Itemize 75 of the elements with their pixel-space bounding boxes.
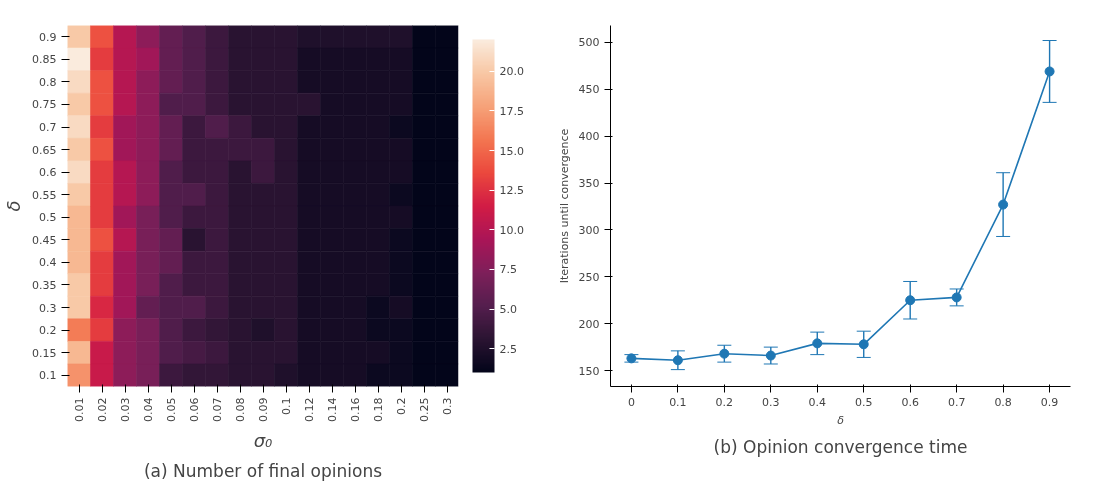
y-tick-label: 350 bbox=[578, 177, 600, 191]
x-tick-label: 0.01 bbox=[73, 397, 86, 422]
y-tick-label: 0.85 bbox=[32, 53, 57, 67]
x-tick-label: 0.03 bbox=[119, 397, 132, 422]
y-tick-label: 0.3 bbox=[39, 301, 57, 315]
x-tick-label: 0.9 bbox=[1040, 395, 1059, 409]
y-tick-label: 0.65 bbox=[32, 143, 57, 157]
y-axis-title: δ bbox=[3, 200, 25, 212]
color-bar-label: 17.5 bbox=[499, 104, 524, 118]
x-tick-label: 0.06 bbox=[188, 397, 201, 422]
x-tick-label: 0.25 bbox=[418, 397, 431, 422]
x-tick-label: 0.7 bbox=[947, 395, 966, 409]
x-tick-label: 0.2 bbox=[395, 397, 408, 415]
color-bar-label: 15.0 bbox=[499, 144, 524, 158]
y-tick-label: 0.75 bbox=[32, 98, 57, 112]
x-axis-title: δ bbox=[837, 413, 845, 427]
point bbox=[951, 292, 962, 303]
point bbox=[858, 339, 869, 350]
x-tick-label: 0.1 bbox=[280, 397, 293, 415]
x-tick-label: 0.8 bbox=[994, 395, 1012, 409]
y-tick-label: 0.9 bbox=[39, 30, 57, 44]
y-tick-label: 0.55 bbox=[32, 188, 57, 202]
x-tick-label: 0.08 bbox=[234, 397, 247, 422]
x-tick-label: 0.3 bbox=[441, 397, 454, 415]
y-tick-label: 150 bbox=[578, 364, 600, 378]
y-tick-label: 0.4 bbox=[39, 256, 57, 270]
point bbox=[626, 353, 637, 364]
x-tick-label: 0.5 bbox=[854, 395, 873, 409]
y-tick-label: 200 bbox=[578, 317, 600, 331]
point bbox=[1044, 66, 1055, 77]
x-tick-label: 0.6 bbox=[901, 395, 919, 409]
y-tick-label: 0.5 bbox=[39, 211, 57, 225]
x-tick-label: 0.14 bbox=[326, 397, 339, 422]
y-tick-label: 450 bbox=[578, 83, 600, 97]
x-tick-label: 0.18 bbox=[372, 397, 385, 422]
x-axis-title: σ₀ bbox=[253, 429, 273, 451]
x-tick-label: 0.02 bbox=[96, 397, 109, 422]
y-tick-label: 0.1 bbox=[39, 369, 57, 383]
y-axis-title: Iterations until convergence bbox=[557, 128, 571, 284]
x-tick-label: 0.05 bbox=[165, 397, 178, 422]
y-tick-label: 0.15 bbox=[32, 346, 57, 360]
point bbox=[719, 348, 730, 359]
text: (b) Opinion convergence time bbox=[713, 436, 968, 457]
x-tick-label: 0.16 bbox=[349, 397, 362, 422]
color-bar-label: 10.0 bbox=[499, 223, 524, 237]
color-bar-label: 12.5 bbox=[499, 184, 524, 198]
y-tick-label: 250 bbox=[578, 270, 600, 284]
x-tick-label: 0 bbox=[627, 395, 635, 409]
color-bar-label: 2.5 bbox=[499, 342, 517, 356]
point bbox=[905, 295, 916, 306]
x-tick-label: 0.07 bbox=[211, 397, 224, 422]
x-tick-label: 0.3 bbox=[762, 395, 780, 409]
point bbox=[812, 338, 823, 349]
y-tick-label: 0.2 bbox=[39, 324, 57, 338]
y-tick-label: 500 bbox=[578, 36, 600, 50]
text: (a) Number of final opinions bbox=[143, 460, 383, 481]
y-tick-label: 400 bbox=[578, 130, 600, 144]
x-tick-label: 0.12 bbox=[303, 397, 316, 422]
color-bar-label: 7.5 bbox=[499, 263, 517, 277]
point bbox=[765, 350, 776, 361]
y-tick-label: 0.45 bbox=[32, 233, 57, 247]
x-tick-label: 0.4 bbox=[808, 395, 827, 409]
x-tick-label: 0.09 bbox=[257, 397, 270, 422]
y-tick-label: 0.6 bbox=[39, 166, 57, 180]
x-tick-label: 0.04 bbox=[142, 397, 155, 422]
point bbox=[998, 199, 1009, 210]
x-tick-label: 0.1 bbox=[669, 395, 687, 409]
point bbox=[672, 355, 683, 366]
y-tick-label: 0.7 bbox=[39, 121, 57, 135]
color-bar-label: 5.0 bbox=[499, 303, 517, 317]
y-tick-label: 0.35 bbox=[32, 278, 57, 292]
y-tick-label: 0.8 bbox=[39, 75, 57, 89]
color-bar-label: 20.0 bbox=[499, 65, 524, 79]
y-tick-label: 300 bbox=[578, 223, 600, 237]
x-tick-label: 0.2 bbox=[715, 395, 734, 409]
